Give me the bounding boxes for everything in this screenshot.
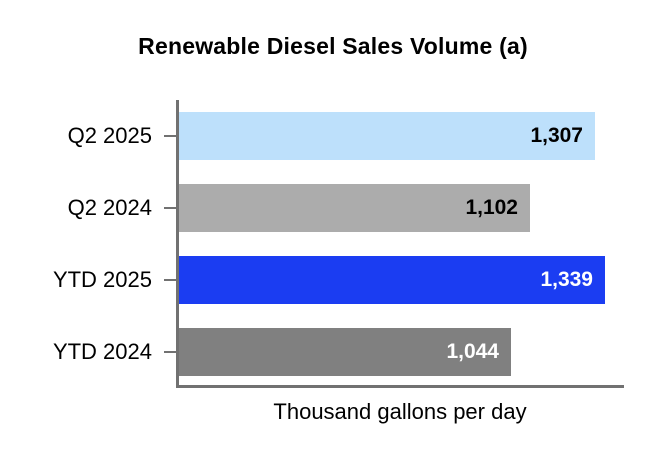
axis-tick <box>164 350 177 353</box>
bar-value-label: 1,339 <box>540 267 593 291</box>
plot-area <box>176 100 624 388</box>
category-label: Q2 2024 <box>67 194 152 220</box>
category-label: YTD 2025 <box>52 266 152 292</box>
bar-value-label: 1,044 <box>446 339 499 363</box>
bar-value-label: 1,307 <box>530 123 583 147</box>
axis-tick <box>164 278 177 281</box>
bar: 1,044 <box>179 327 511 376</box>
bar-value-label: 1,102 <box>465 195 518 219</box>
axis-tick <box>164 206 177 209</box>
bar: 1,339 <box>179 255 605 304</box>
category-label: Q2 2025 <box>67 122 152 148</box>
category-label: YTD 2024 <box>52 338 152 364</box>
axis-tick <box>164 134 177 137</box>
x-axis-label: Thousand gallons per day <box>273 399 527 424</box>
chart-title: Renewable Diesel Sales Volume (a) <box>138 33 528 59</box>
bar: 1,307 <box>179 111 595 160</box>
bar: 1,102 <box>179 183 530 232</box>
